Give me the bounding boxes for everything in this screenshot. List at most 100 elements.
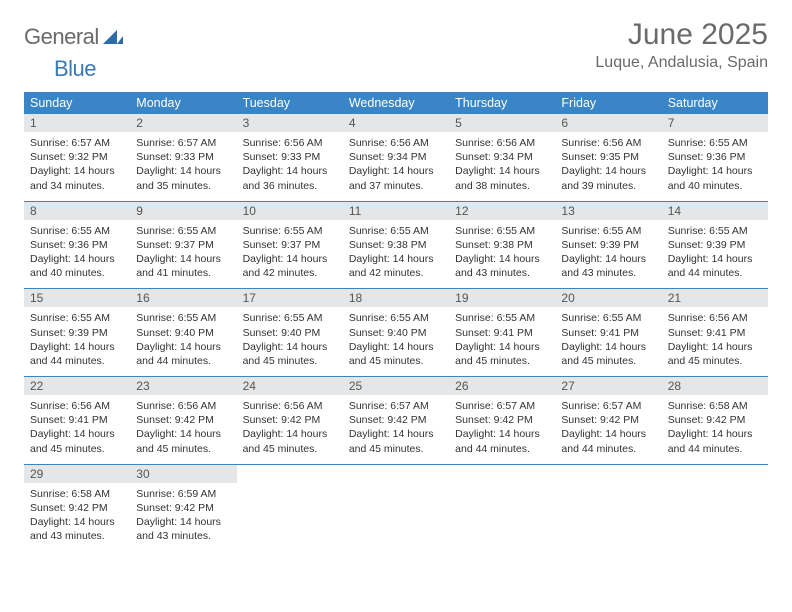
day-number: 18 (343, 289, 449, 307)
day-number: 5 (449, 114, 555, 132)
calendar-week: 22Sunrise: 6:56 AMSunset: 9:41 PMDayligh… (24, 377, 768, 465)
calendar-day: 8Sunrise: 6:55 AMSunset: 9:36 PMDaylight… (24, 202, 130, 289)
day-details: Sunrise: 6:55 AMSunset: 9:40 PMDaylight:… (130, 307, 236, 376)
calendar-day: 19Sunrise: 6:55 AMSunset: 9:41 PMDayligh… (449, 289, 555, 376)
calendar-day: 21Sunrise: 6:56 AMSunset: 9:41 PMDayligh… (662, 289, 768, 376)
calendar-day (449, 465, 555, 552)
day-number: 24 (237, 377, 343, 395)
day-number: 11 (343, 202, 449, 220)
calendar-day: 25Sunrise: 6:57 AMSunset: 9:42 PMDayligh… (343, 377, 449, 464)
day-details: Sunrise: 6:55 AMSunset: 9:38 PMDaylight:… (449, 220, 555, 289)
calendar-week: 15Sunrise: 6:55 AMSunset: 9:39 PMDayligh… (24, 289, 768, 377)
brand-part1: General (24, 24, 99, 50)
day-details: Sunrise: 6:55 AMSunset: 9:39 PMDaylight:… (662, 220, 768, 289)
day-details: Sunrise: 6:56 AMSunset: 9:42 PMDaylight:… (130, 395, 236, 464)
day-details: Sunrise: 6:58 AMSunset: 9:42 PMDaylight:… (662, 395, 768, 464)
day-number: 22 (24, 377, 130, 395)
day-number: 30 (130, 465, 236, 483)
day-number: 16 (130, 289, 236, 307)
day-number: 28 (662, 377, 768, 395)
weekday-monday: Monday (130, 92, 236, 114)
calendar-day (237, 465, 343, 552)
calendar-day: 24Sunrise: 6:56 AMSunset: 9:42 PMDayligh… (237, 377, 343, 464)
day-details: Sunrise: 6:56 AMSunset: 9:33 PMDaylight:… (237, 132, 343, 201)
brand-logo: General (24, 18, 107, 50)
day-details: Sunrise: 6:56 AMSunset: 9:42 PMDaylight:… (237, 395, 343, 464)
day-number: 27 (555, 377, 661, 395)
page-title: June 2025 (595, 18, 768, 52)
calendar-week: 29Sunrise: 6:58 AMSunset: 9:42 PMDayligh… (24, 465, 768, 552)
day-number: 25 (343, 377, 449, 395)
calendar-day (662, 465, 768, 552)
day-details: Sunrise: 6:55 AMSunset: 9:37 PMDaylight:… (130, 220, 236, 289)
weekday-thursday: Thursday (449, 92, 555, 114)
day-number: 7 (662, 114, 768, 132)
day-number: 20 (555, 289, 661, 307)
day-details: Sunrise: 6:55 AMSunset: 9:40 PMDaylight:… (343, 307, 449, 376)
calendar-day: 5Sunrise: 6:56 AMSunset: 9:34 PMDaylight… (449, 114, 555, 201)
calendar-grid: 1Sunrise: 6:57 AMSunset: 9:32 PMDaylight… (24, 114, 768, 551)
day-details: Sunrise: 6:59 AMSunset: 9:42 PMDaylight:… (130, 483, 236, 552)
day-details: Sunrise: 6:55 AMSunset: 9:41 PMDaylight:… (555, 307, 661, 376)
day-details: Sunrise: 6:57 AMSunset: 9:42 PMDaylight:… (449, 395, 555, 464)
calendar-day: 2Sunrise: 6:57 AMSunset: 9:33 PMDaylight… (130, 114, 236, 201)
day-details: Sunrise: 6:56 AMSunset: 9:34 PMDaylight:… (449, 132, 555, 201)
calendar-day: 7Sunrise: 6:55 AMSunset: 9:36 PMDaylight… (662, 114, 768, 201)
calendar-day: 29Sunrise: 6:58 AMSunset: 9:42 PMDayligh… (24, 465, 130, 552)
title-block: June 2025 Luque, Andalusia, Spain (595, 18, 768, 72)
day-number: 15 (24, 289, 130, 307)
day-details: Sunrise: 6:56 AMSunset: 9:41 PMDaylight:… (662, 307, 768, 376)
day-details: Sunrise: 6:57 AMSunset: 9:42 PMDaylight:… (555, 395, 661, 464)
calendar-day: 17Sunrise: 6:55 AMSunset: 9:40 PMDayligh… (237, 289, 343, 376)
weekday-saturday: Saturday (662, 92, 768, 114)
day-details: Sunrise: 6:57 AMSunset: 9:32 PMDaylight:… (24, 132, 130, 201)
calendar-day: 14Sunrise: 6:55 AMSunset: 9:39 PMDayligh… (662, 202, 768, 289)
day-number: 29 (24, 465, 130, 483)
day-number: 1 (24, 114, 130, 132)
day-details: Sunrise: 6:56 AMSunset: 9:41 PMDaylight:… (24, 395, 130, 464)
calendar-day: 26Sunrise: 6:57 AMSunset: 9:42 PMDayligh… (449, 377, 555, 464)
day-number: 2 (130, 114, 236, 132)
day-number: 4 (343, 114, 449, 132)
brand-triangle-icon (103, 28, 123, 49)
calendar-day: 4Sunrise: 6:56 AMSunset: 9:34 PMDaylight… (343, 114, 449, 201)
calendar-day: 15Sunrise: 6:55 AMSunset: 9:39 PMDayligh… (24, 289, 130, 376)
day-details: Sunrise: 6:55 AMSunset: 9:41 PMDaylight:… (449, 307, 555, 376)
calendar-day: 28Sunrise: 6:58 AMSunset: 9:42 PMDayligh… (662, 377, 768, 464)
day-number: 23 (130, 377, 236, 395)
weekday-sunday: Sunday (24, 92, 130, 114)
day-details: Sunrise: 6:55 AMSunset: 9:37 PMDaylight:… (237, 220, 343, 289)
calendar-day: 10Sunrise: 6:55 AMSunset: 9:37 PMDayligh… (237, 202, 343, 289)
calendar-day: 22Sunrise: 6:56 AMSunset: 9:41 PMDayligh… (24, 377, 130, 464)
day-details: Sunrise: 6:55 AMSunset: 9:39 PMDaylight:… (555, 220, 661, 289)
calendar-day: 6Sunrise: 6:56 AMSunset: 9:35 PMDaylight… (555, 114, 661, 201)
brand-part2: Blue (54, 56, 96, 81)
calendar-day: 13Sunrise: 6:55 AMSunset: 9:39 PMDayligh… (555, 202, 661, 289)
weekday-friday: Friday (555, 92, 661, 114)
weekday-header: Sunday Monday Tuesday Wednesday Thursday… (24, 92, 768, 114)
calendar-day: 1Sunrise: 6:57 AMSunset: 9:32 PMDaylight… (24, 114, 130, 201)
calendar-day: 11Sunrise: 6:55 AMSunset: 9:38 PMDayligh… (343, 202, 449, 289)
day-number: 9 (130, 202, 236, 220)
day-details: Sunrise: 6:57 AMSunset: 9:42 PMDaylight:… (343, 395, 449, 464)
day-number: 12 (449, 202, 555, 220)
calendar-day: 23Sunrise: 6:56 AMSunset: 9:42 PMDayligh… (130, 377, 236, 464)
day-details: Sunrise: 6:56 AMSunset: 9:35 PMDaylight:… (555, 132, 661, 201)
calendar-day: 27Sunrise: 6:57 AMSunset: 9:42 PMDayligh… (555, 377, 661, 464)
calendar-day: 3Sunrise: 6:56 AMSunset: 9:33 PMDaylight… (237, 114, 343, 201)
day-number: 19 (449, 289, 555, 307)
calendar-week: 1Sunrise: 6:57 AMSunset: 9:32 PMDaylight… (24, 114, 768, 202)
day-details: Sunrise: 6:55 AMSunset: 9:36 PMDaylight:… (662, 132, 768, 201)
day-number: 10 (237, 202, 343, 220)
weekday-wednesday: Wednesday (343, 92, 449, 114)
day-details: Sunrise: 6:55 AMSunset: 9:39 PMDaylight:… (24, 307, 130, 376)
day-number: 13 (555, 202, 661, 220)
day-details: Sunrise: 6:55 AMSunset: 9:38 PMDaylight:… (343, 220, 449, 289)
calendar-day: 20Sunrise: 6:55 AMSunset: 9:41 PMDayligh… (555, 289, 661, 376)
day-number: 21 (662, 289, 768, 307)
day-number: 3 (237, 114, 343, 132)
location-subtitle: Luque, Andalusia, Spain (595, 54, 768, 72)
calendar-day (343, 465, 449, 552)
calendar-day: 16Sunrise: 6:55 AMSunset: 9:40 PMDayligh… (130, 289, 236, 376)
day-details: Sunrise: 6:55 AMSunset: 9:36 PMDaylight:… (24, 220, 130, 289)
